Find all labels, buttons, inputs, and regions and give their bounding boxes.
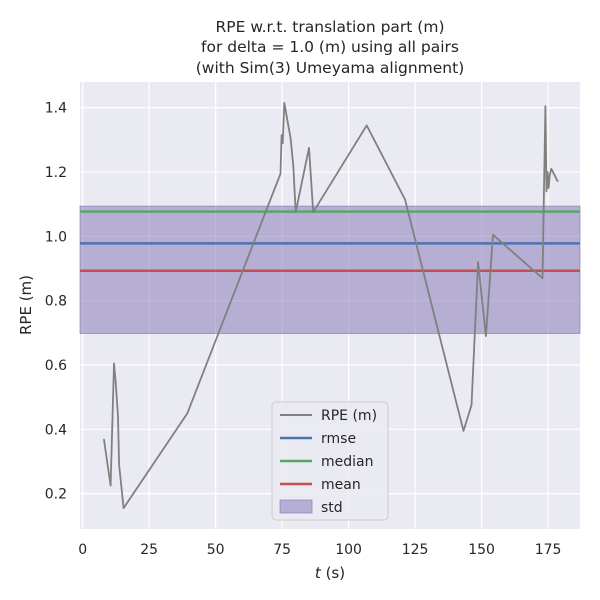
x-tick-label: 100 xyxy=(335,542,362,558)
y-axis-label: RPE (m) xyxy=(17,275,35,335)
title-line-3: (with Sim(3) Umeyama alignment) xyxy=(196,59,465,77)
legend-label-mean: mean xyxy=(321,477,361,493)
rpe-series-line xyxy=(103,102,559,510)
legend-label-median: median xyxy=(321,454,373,470)
y-tick-label: 1.2 xyxy=(45,165,67,181)
series-layer xyxy=(103,102,559,510)
y-tick-label: 0.4 xyxy=(45,422,67,438)
legend-label-rpe: RPE (m) xyxy=(321,408,377,424)
legend-swatch-std xyxy=(279,499,313,514)
x-tick-labels: 0 25 50 75 100 125 150 175 xyxy=(78,542,561,558)
y-tick-label: 1.4 xyxy=(45,101,67,117)
x-tick-label: 150 xyxy=(468,542,495,558)
y-tick-label: 0.6 xyxy=(45,358,67,374)
y-tick-label: 0.2 xyxy=(45,487,67,503)
x-tick-label: 75 xyxy=(273,542,291,558)
x-tick-label: 25 xyxy=(140,542,158,558)
x-tick-label: 175 xyxy=(535,542,562,558)
x-tick-label: 0 xyxy=(78,542,87,558)
y-tick-labels: 0.2 0.4 0.6 0.8 1.0 1.2 1.4 xyxy=(45,101,67,503)
x-tick-label: 50 xyxy=(207,542,225,558)
legend-frame xyxy=(271,401,389,521)
y-tick-label: 0.8 xyxy=(45,294,67,310)
y-tick-label: 1.0 xyxy=(45,229,67,245)
title-line-1: RPE w.r.t. translation part (m) xyxy=(215,18,444,36)
legend-label-std: std xyxy=(321,500,343,516)
title-line-2: for delta = 1.0 (m) using all pairs xyxy=(201,38,459,56)
legend: RPE (m) rmse median mean std xyxy=(271,401,389,521)
x-axis-label: t (s) xyxy=(315,564,345,582)
x-tick-label: 125 xyxy=(402,542,429,558)
x-axis-label-unit: (s) xyxy=(321,564,345,582)
x-axis-label-var: t xyxy=(315,564,322,582)
stat-lines xyxy=(80,210,580,273)
legend-label-rmse: rmse xyxy=(321,431,356,447)
chart-title: RPE w.r.t. translation part (m) for delt… xyxy=(196,18,465,77)
